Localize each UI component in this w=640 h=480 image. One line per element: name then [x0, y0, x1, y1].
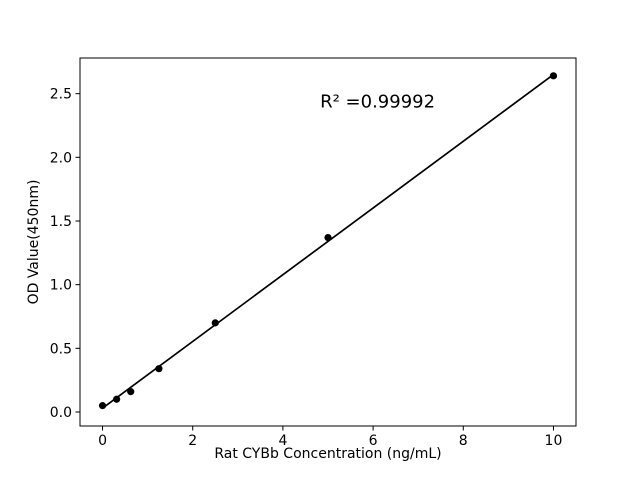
data-point — [211, 319, 219, 327]
x-axis-label: Rat CYBb Concentration (ng/mL) — [214, 446, 442, 462]
x-tick-label: 6 — [369, 433, 378, 449]
data-point — [324, 233, 332, 242]
data-point — [155, 365, 163, 373]
data-point — [549, 72, 558, 80]
plot-border — [79, 57, 577, 427]
fit-line — [101, 73, 555, 410]
x-tick-label: 2 — [188, 433, 197, 449]
data-point — [127, 388, 135, 396]
y-tick-label: 1.0 — [50, 278, 72, 294]
y-tick-label: 0.0 — [50, 405, 72, 421]
y-tick-label: 2.0 — [50, 150, 72, 166]
y-axis-label: OD Value(450nm) — [26, 179, 42, 305]
x-tick-label: 8 — [459, 433, 468, 449]
x-tick-label: 0 — [98, 433, 107, 449]
y-tick-label: 1.5 — [50, 214, 72, 230]
data-point — [98, 402, 107, 410]
y-tick-label: 2.5 — [50, 87, 72, 103]
r-squared-annotation: R² =0.99992 — [320, 91, 435, 112]
y-tick-label: 0.5 — [50, 341, 72, 357]
x-tick-label: 4 — [278, 433, 287, 449]
data-point — [113, 395, 121, 403]
x-tick-label: 10 — [545, 433, 563, 449]
